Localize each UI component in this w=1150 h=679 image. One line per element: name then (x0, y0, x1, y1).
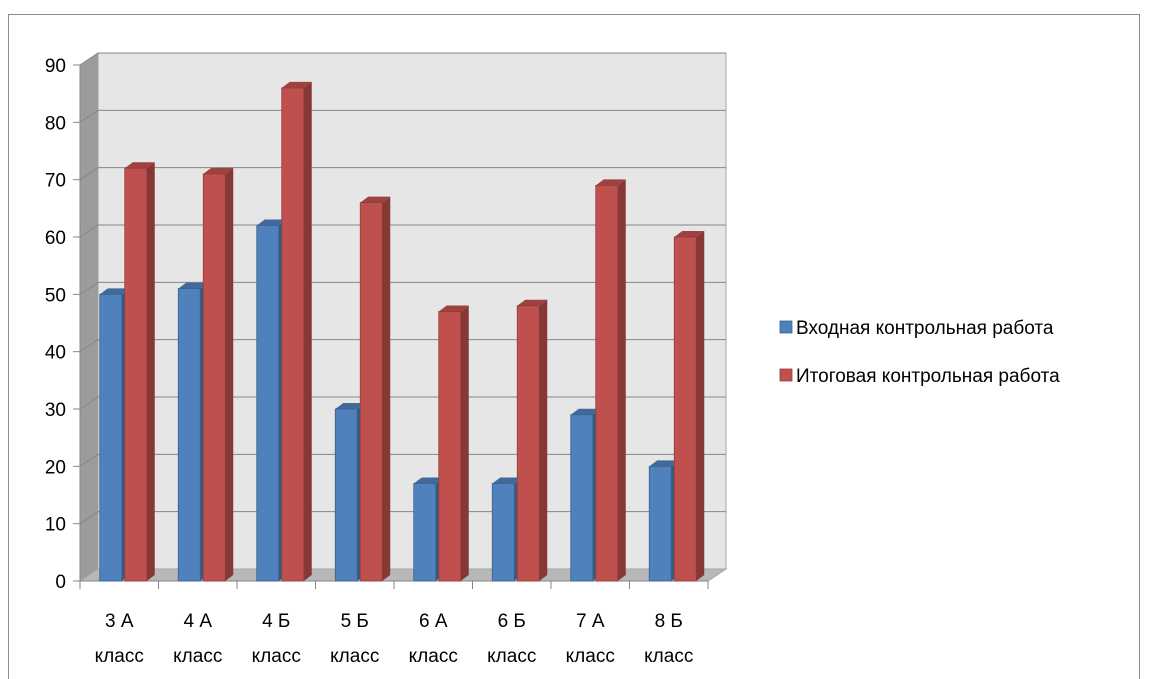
bar-itogovaya (359, 196, 391, 582)
side-wall (80, 53, 98, 581)
y-tick-label: 30 (45, 400, 66, 421)
x-tick-label: класс (95, 646, 144, 667)
bar-side (460, 305, 469, 581)
bar-side (539, 299, 548, 581)
bar-front (99, 293, 123, 582)
y-tick-label: 60 (45, 228, 66, 249)
bar-itogovaya (202, 167, 234, 582)
bar-front (334, 408, 358, 582)
legend-label: Входная контрольная работа (796, 318, 1054, 339)
x-tick-label: класс (173, 646, 222, 667)
bar-side (617, 179, 626, 581)
bar-front (177, 288, 201, 582)
gridline (79, 224, 726, 238)
legend-swatch (779, 368, 793, 382)
x-tick-label: 7 А (576, 611, 605, 632)
x-tick-label: 5 Б (341, 611, 369, 632)
bar-top (99, 288, 130, 295)
gridline (79, 52, 726, 66)
gridline (79, 453, 726, 467)
y-tick-label: 0 (55, 572, 66, 593)
gridline (79, 167, 726, 181)
bar-top (674, 231, 705, 237)
bar-top (517, 299, 548, 306)
bar-front (202, 173, 226, 582)
y-tick-label: 80 (45, 113, 66, 134)
bar-itogovaya (281, 81, 312, 582)
y-tick-label: 90 (45, 56, 66, 77)
bar-side (225, 167, 234, 581)
x-tick-label: 4 А (183, 611, 212, 632)
bar-front (491, 483, 515, 582)
bar-side (303, 81, 312, 581)
bar-side (382, 196, 391, 581)
bar-itogovaya (516, 299, 548, 582)
bar-top (413, 477, 444, 484)
x-tick-label: 8 Б (655, 611, 683, 632)
x-tick-label: класс (644, 646, 693, 667)
bar-side (696, 231, 705, 581)
bars (99, 81, 705, 582)
x-tick-label: класс (330, 646, 379, 667)
x-tick-label: класс (566, 646, 615, 667)
bar-top (335, 403, 366, 409)
y-axis: 0 10 20 30 40 50 60 70 80 90 (45, 56, 81, 593)
legend: Входная контрольная работа Итоговая контр… (779, 318, 1060, 387)
bar-front (281, 87, 305, 582)
bar-front (648, 465, 672, 582)
bar-front (124, 167, 148, 582)
bar-side (146, 162, 155, 581)
bar-front (516, 305, 540, 582)
bar-front (359, 202, 383, 582)
y-tick-label: 10 (45, 515, 66, 536)
y-tick-label: 40 (45, 343, 66, 364)
bar-top (203, 167, 234, 174)
x-tick-label: класс (487, 646, 536, 667)
bar-front (413, 483, 437, 582)
bar-top (124, 162, 155, 169)
bar-top (492, 477, 523, 484)
gridlines (79, 52, 726, 525)
x-tick-label: класс (252, 646, 301, 667)
gridline (79, 339, 726, 353)
bar-itogovaya (673, 231, 705, 582)
bar-top (281, 81, 312, 88)
legend-label: Итоговая контрольная работа (796, 366, 1060, 387)
legend-swatch (779, 320, 793, 334)
bar-front (673, 236, 697, 582)
bar-top (649, 460, 680, 467)
bar-top (438, 305, 469, 312)
y-tick-label: 20 (45, 457, 66, 478)
y-tick-label: 70 (45, 171, 66, 192)
bar-front (256, 225, 280, 582)
floor (78, 568, 728, 582)
bar-itogovaya (124, 162, 155, 582)
x-axis: 3 А класс 4 А класс 4 Б класс 5 Б класс 6 А класс… (79, 580, 709, 667)
y-tick-label: 50 (45, 285, 66, 306)
bar-top (360, 196, 391, 203)
gridline (79, 109, 726, 123)
x-tick-label: 3 А (105, 611, 134, 632)
x-tick-label: 6 Б (498, 611, 526, 632)
bar-itogovaya (595, 179, 626, 582)
bar-top (595, 179, 626, 186)
bar-front (438, 311, 462, 582)
gridline (79, 396, 726, 410)
bar-front (595, 184, 619, 582)
bar-top (256, 219, 287, 226)
bar-front (570, 414, 594, 582)
x-tick-label: 6 А (419, 611, 448, 632)
bar-top (178, 282, 209, 289)
gridline (79, 281, 726, 295)
bar-itogovaya (438, 305, 469, 582)
x-tick-label: класс (409, 646, 458, 667)
x-tick-label: 4 Б (262, 611, 290, 632)
bar-top (570, 408, 601, 415)
